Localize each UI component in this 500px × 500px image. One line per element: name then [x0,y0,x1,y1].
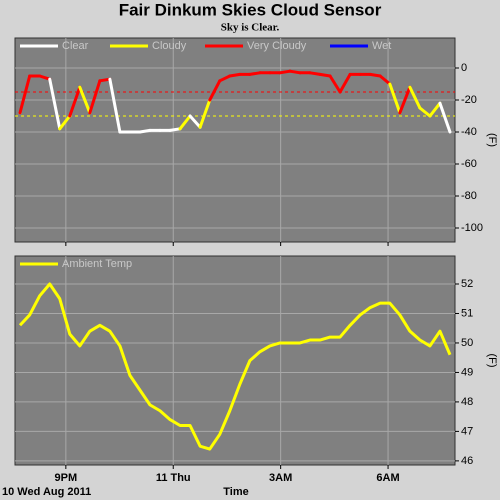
line-segment [138,128,152,134]
y-tick-label: 46 [461,455,473,467]
y-tick-label: -40 [461,126,477,138]
line-segment [168,127,182,132]
line-segment [278,69,292,75]
y-axis-label: (F) [486,353,498,367]
line-segment [108,77,122,134]
line-segment [38,74,52,81]
y-tick-label: -80 [461,190,477,202]
line-segment [68,85,82,118]
x-tick-label: 6AM [376,472,399,484]
chart-subtitle: Sky is Clear. [221,22,280,34]
line-segment [208,79,222,102]
legend-label: Very Cloudy [247,40,307,52]
date-label: 10 Wed Aug 2011 [2,486,91,498]
line-segment [58,114,72,131]
x-tick-label: 9PM [55,472,78,484]
y-tick-label: 0 [461,62,467,74]
y-tick-label: -20 [461,94,477,106]
y-tick-label: 52 [461,278,473,290]
y-tick-label: 47 [461,425,473,437]
y-tick-label: 51 [461,307,473,319]
y-tick-label: 48 [461,396,473,408]
line-segment [418,106,432,118]
line-segment [408,85,422,110]
line-segment [88,79,102,115]
y-axis-label: (F) [486,133,498,147]
data-line [18,282,452,451]
line-segment [18,74,32,115]
y-tick-label: 49 [461,366,473,378]
plot-area [14,37,456,243]
line-segment [98,77,112,83]
y-tick-label: -60 [461,158,477,170]
line-segment [398,85,412,115]
line-segment [228,72,242,78]
x-axis-label: Time [223,486,248,498]
line-segment [198,98,212,129]
x-tick-label: 11 Thu [156,472,191,484]
line-segment [378,74,392,86]
plot-area [14,255,456,466]
line-segment [188,114,202,129]
line-segment [368,72,382,78]
line-segment [338,72,352,94]
line-segment [248,71,262,76]
legend-label: Clear [62,40,89,52]
line-segment [328,74,342,94]
line-segment [308,71,322,76]
line-segment [428,101,442,118]
legend-label: Wet [372,40,391,52]
x-tick-label: 3AM [269,472,292,484]
y-tick-label: -100 [461,222,483,234]
legend-label: Ambient Temp [62,258,132,270]
line-segment [438,101,452,134]
legend-label: Cloudy [152,40,187,52]
line-segment [218,74,232,83]
line-segment [178,114,192,131]
line-segment [288,69,302,75]
line-segment [388,82,402,115]
line-segment [48,77,62,131]
y-tick-label: 50 [461,337,473,349]
line-segment [78,85,92,115]
chart-title: Fair Dinkum Skies Cloud Sensor [119,0,382,19]
line-segment [318,72,332,78]
